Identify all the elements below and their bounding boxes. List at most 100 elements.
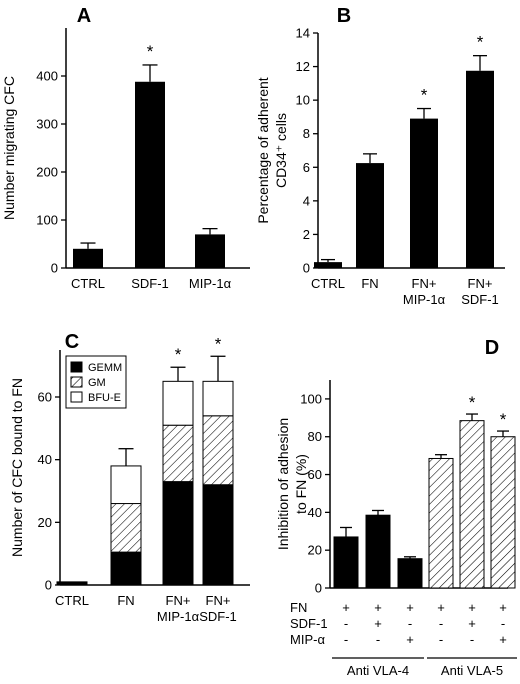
y-tick-label: 80 xyxy=(308,429,322,444)
table-mark: - xyxy=(408,616,412,631)
significance-marker: * xyxy=(215,334,222,353)
table-mark: + xyxy=(499,632,507,647)
y-tick-label: 6 xyxy=(303,160,310,175)
y-tick-label: 100 xyxy=(300,391,322,406)
group-label: Anti VLA-5 xyxy=(441,663,503,678)
y-tick-label: 12 xyxy=(296,59,310,74)
significance-marker: * xyxy=(500,410,507,429)
table-row-label: FN xyxy=(290,600,307,615)
x-tick-label: CTRL xyxy=(311,276,345,291)
y-tick-label: 200 xyxy=(36,165,58,180)
legend-swatch xyxy=(70,361,83,373)
y-tick-label: 8 xyxy=(303,126,310,141)
x-tick-label: SDF-1 xyxy=(461,292,499,307)
significance-marker: * xyxy=(469,393,476,412)
table-mark: + xyxy=(374,600,382,615)
bar xyxy=(397,558,423,589)
x-tick-label: MIP-1α xyxy=(157,609,200,624)
panel-label-a: A xyxy=(77,5,91,27)
bar xyxy=(135,81,165,268)
y-tick-label: 400 xyxy=(36,69,58,84)
x-tick-label: MIP-1α xyxy=(403,292,446,307)
legend-label: BFU-E xyxy=(88,392,121,404)
significance-marker: * xyxy=(477,33,484,52)
table-mark: - xyxy=(344,616,348,631)
y-tick-label: 0 xyxy=(51,261,58,276)
y-tick-label: 300 xyxy=(36,117,58,132)
x-tick-label: FN+ xyxy=(412,276,437,291)
bar-segment xyxy=(110,465,142,505)
y-tick-label: 0 xyxy=(315,581,322,596)
legend-label: GEMM xyxy=(88,362,122,374)
x-tick-label: SDF-1 xyxy=(199,609,237,624)
table-mark: - xyxy=(501,616,505,631)
x-tick-label: FN+ xyxy=(468,276,493,291)
table-mark: + xyxy=(468,600,476,615)
bar-segment xyxy=(110,551,142,586)
y-tick-label: 20 xyxy=(308,543,322,558)
bar-segment xyxy=(202,484,234,586)
bar xyxy=(365,514,391,589)
bar-segment xyxy=(162,481,194,586)
x-tick-label: FN+ xyxy=(166,593,191,608)
table-mark: + xyxy=(342,600,350,615)
bar xyxy=(490,436,516,589)
y-tick-label: 2 xyxy=(303,227,310,242)
bar xyxy=(333,536,359,589)
x-tick-label: CTRL xyxy=(55,593,89,608)
table-mark: - xyxy=(439,632,443,647)
y-axis-label: Number of CFC bound to FN xyxy=(9,378,25,557)
bar xyxy=(466,70,494,269)
bar-segment xyxy=(110,503,142,553)
panel-label-d: D xyxy=(485,337,499,359)
y-tick-label: 40 xyxy=(308,505,322,520)
x-tick-label: SDF-1 xyxy=(131,276,169,291)
bar xyxy=(314,262,342,268)
bar xyxy=(428,457,454,589)
x-tick-label: FN+ xyxy=(206,593,231,608)
y-axis-label: CD34⁺ cells xyxy=(273,113,289,188)
bar xyxy=(459,420,485,589)
panel-label-b: B xyxy=(337,5,351,27)
bar-segment xyxy=(56,581,88,586)
table-row-label: SDF-1 xyxy=(290,616,328,631)
table-mark: + xyxy=(437,600,445,615)
table-mark: + xyxy=(499,600,507,615)
bar-segment xyxy=(162,380,194,426)
table-mark: - xyxy=(344,632,348,647)
bar-segment xyxy=(202,415,234,486)
x-tick-label: MIP-1α xyxy=(189,276,232,291)
table-mark: + xyxy=(468,616,476,631)
y-tick-label: 20 xyxy=(38,515,52,530)
y-axis-label: Percentage of adherent xyxy=(255,77,271,223)
y-tick-label: 40 xyxy=(38,452,52,467)
table-mark: - xyxy=(439,616,443,631)
bar xyxy=(195,234,225,268)
y-tick-label: 60 xyxy=(38,390,52,405)
legend-swatch xyxy=(70,376,83,388)
x-tick-label: FN xyxy=(117,593,134,608)
y-axis-label: Number migrating CFC xyxy=(1,76,17,220)
significance-marker: * xyxy=(175,345,182,364)
table-mark: + xyxy=(406,632,414,647)
table-row-label: MIP-α xyxy=(290,632,325,647)
group-label: Anti VLA-4 xyxy=(347,663,409,678)
y-tick-label: 100 xyxy=(36,213,58,228)
y-tick-label: 0 xyxy=(303,261,310,276)
y-axis-label: to FN (%) xyxy=(293,454,309,514)
bar xyxy=(410,118,438,268)
table-mark: + xyxy=(406,600,414,615)
y-axis-label: Inhibition of adhesion xyxy=(275,418,291,550)
bar xyxy=(356,163,384,268)
x-tick-label: FN xyxy=(361,276,378,291)
significance-marker: * xyxy=(147,42,154,61)
y-tick-label: 0 xyxy=(45,578,52,593)
legend-label: GM xyxy=(88,377,106,389)
legend-swatch xyxy=(70,391,83,403)
bar-segment xyxy=(202,380,234,417)
y-tick-label: 60 xyxy=(308,467,322,482)
y-tick-label: 14 xyxy=(296,26,310,41)
panel-label-c: C xyxy=(65,331,79,353)
table-mark: + xyxy=(374,616,382,631)
